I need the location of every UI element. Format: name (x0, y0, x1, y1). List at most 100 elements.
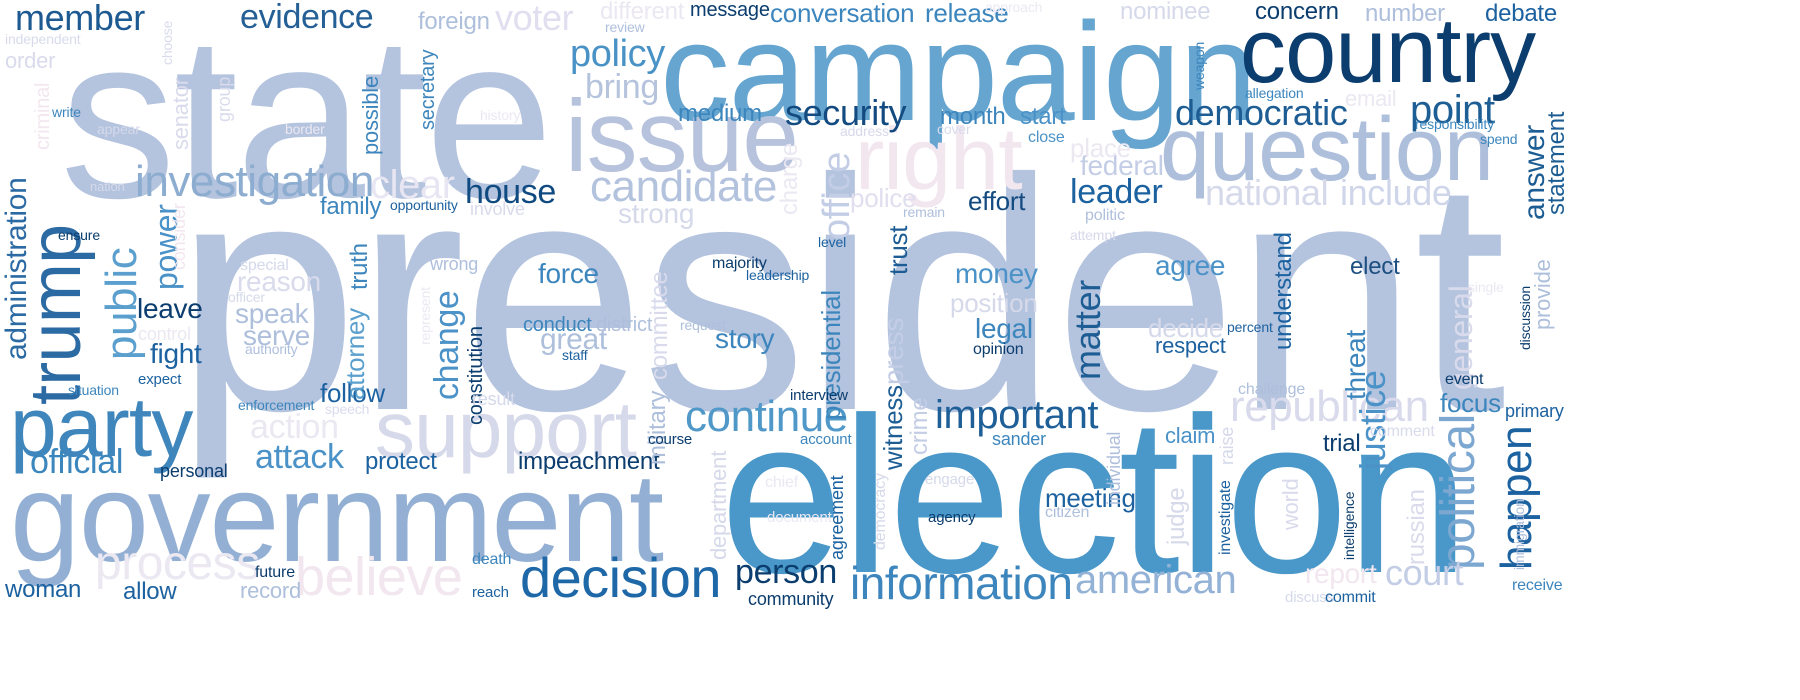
word-state: state (60, 0, 554, 247)
word-voter: voter (495, 0, 574, 38)
word-history: history (480, 107, 521, 123)
word-report: report (1305, 558, 1377, 589)
word-result: result (472, 389, 515, 409)
word-evidence: evidence (240, 0, 374, 36)
word-level: level (818, 234, 847, 250)
word-include: include (1340, 172, 1452, 213)
word-follow: follow (320, 378, 385, 408)
word-single: single (1468, 279, 1504, 295)
word-world: world (1278, 478, 1303, 530)
word-foreign: foreign (418, 8, 490, 35)
word-family: family (320, 193, 382, 220)
word-force: force (538, 258, 599, 289)
word-death: death (472, 551, 512, 568)
word-release: release (925, 0, 1009, 28)
word-place: place (1070, 133, 1131, 163)
word-enforcement: enforcement (238, 397, 315, 413)
word-trial: trial (1323, 430, 1361, 457)
word-investigation: investigation (135, 157, 374, 206)
word-speech: speech (325, 401, 370, 417)
word-action: action (250, 408, 339, 446)
word-leadership: leadership (746, 267, 810, 283)
word-committee: committee (646, 271, 673, 380)
word-account: account (800, 431, 852, 448)
word-national: national (1205, 172, 1329, 213)
word-conduct: conduct (523, 314, 592, 336)
word-bring: bring (585, 68, 659, 106)
word-serve: serve (243, 320, 311, 351)
word-primary: primary (1505, 401, 1564, 421)
word-discussion: discussion (1517, 286, 1533, 350)
word-consider: consider (169, 203, 189, 270)
word-election: election (720, 372, 1470, 620)
word-number: number (1365, 0, 1445, 27)
word-message: message (690, 0, 770, 21)
word-legal: legal (975, 313, 1033, 344)
word-clear: clear (370, 163, 455, 207)
word-responsibility: responsibility (1415, 116, 1494, 132)
word-reason: reason (237, 266, 321, 297)
word-crime: crime (906, 397, 933, 455)
word-close: close (1028, 129, 1065, 146)
word-receive: receive (1512, 577, 1563, 594)
word-american: american (1075, 558, 1237, 602)
word-decide: decide (1148, 313, 1224, 343)
word-personal: personal (160, 461, 228, 481)
word-woman: woman (5, 576, 82, 603)
word-process: process (95, 537, 260, 590)
word-government: government (10, 447, 664, 588)
word-intelligence: intelligence (1341, 491, 1357, 560)
word-trust: trust (883, 225, 913, 275)
word-comment: comment (1370, 423, 1435, 440)
word-political: political (1432, 414, 1485, 570)
word-respect: respect (1155, 333, 1226, 358)
word-provide: provide (1530, 259, 1555, 330)
word-change: change (428, 290, 466, 400)
word-attorney: attorney (340, 308, 370, 400)
word-cover: cover (937, 121, 971, 137)
word-constitution: constitution (465, 326, 487, 425)
word-fight: fight (150, 338, 202, 369)
word-member: member (15, 0, 145, 38)
word-medium: medium (678, 100, 762, 127)
word-court: court (1385, 552, 1464, 593)
word-leader: leader (1070, 173, 1163, 211)
word-threat: threat (1340, 330, 1371, 400)
word-point: point (1410, 88, 1495, 132)
word-ensure: ensure (58, 227, 100, 243)
word-impeachment: impeachment (518, 448, 660, 475)
word-involve: involve (470, 199, 525, 219)
word-order: order (5, 48, 56, 73)
word-money: money (955, 258, 1038, 289)
word-decision: decision (520, 546, 722, 609)
word-investigate: investigate (1217, 480, 1234, 555)
word-country: country (1240, 0, 1536, 102)
word-campaign: campaign (660, 0, 1257, 150)
word-group: group (214, 76, 234, 122)
word-agency: agency (928, 509, 976, 526)
word-concern: concern (1255, 0, 1339, 25)
word-administration: administration (0, 177, 33, 360)
word-attempt: attempt (1070, 227, 1116, 243)
word-course: course (648, 431, 693, 448)
word-democratic: democratic (1175, 92, 1348, 133)
word-nation: nation (90, 179, 125, 194)
word-focus: focus (1440, 388, 1501, 418)
word-approach: approach (985, 0, 1043, 15)
word-challenge: challenge (1238, 381, 1306, 398)
word-request: request (680, 317, 726, 333)
word-secretary: secretary (417, 49, 439, 130)
word-department: department (706, 450, 731, 560)
word-situation: situation (68, 382, 119, 398)
word-speak: speak (235, 298, 309, 329)
word-chief: chief (765, 474, 798, 491)
word-allegation: allegation (1245, 85, 1304, 101)
word-reach: reach (472, 584, 509, 601)
word-appear: appear (97, 121, 140, 137)
word-statement: statement (1543, 111, 1570, 215)
word-matter: matter (1067, 280, 1108, 380)
word-agree: agree (1155, 250, 1226, 281)
word-choose: choose (159, 20, 175, 65)
word-meeting: meeting (1045, 483, 1136, 513)
word-control: control (138, 324, 191, 344)
